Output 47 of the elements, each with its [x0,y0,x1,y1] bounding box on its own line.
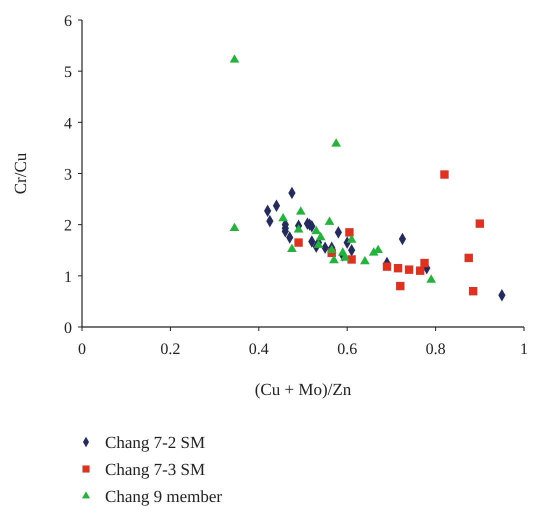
point [346,234,356,243]
legend-label: Chang 7-2 SM [105,433,206,452]
y-axis-title: Cr/Cu [11,152,30,194]
y-tick-label: 1 [64,268,72,286]
point [230,54,240,63]
point [311,226,322,234]
point [404,266,414,274]
point [360,256,370,264]
x-axis-title: (Cu + Mo)/Zn [254,380,352,399]
point [347,255,356,264]
point [296,206,306,215]
point [324,216,334,225]
y-tick-label: 6 [64,13,72,30]
x-tick-label: 0.8 [426,341,446,358]
point [394,264,402,272]
y-tick-label: 2 [64,218,72,235]
legend-label: Chang 7-3 SM [105,460,206,479]
point [464,254,473,262]
point [426,274,436,283]
point [294,224,304,233]
point [294,238,303,247]
point [316,232,326,240]
point [345,228,354,237]
point [287,244,297,252]
x-tick-label: 1 [520,341,528,358]
point [382,262,392,271]
y-tick-label: 5 [64,64,72,82]
x-tick-label: 0 [78,341,86,358]
x-tick-label: 0.4 [248,341,269,358]
x-tick-label: 0.6 [337,341,358,358]
y-tick-label: 3 [64,166,72,184]
legend-label: Chang 9 member [105,487,222,506]
point [468,287,478,296]
point [314,240,324,248]
point [396,282,404,290]
point [476,219,484,228]
point [331,138,341,147]
point [230,222,240,232]
y-tick-label: 4 [64,115,72,132]
y-tick-label: 0 [64,320,72,337]
point [440,170,449,179]
x-tick-label: 0.2 [160,341,180,358]
point [420,258,429,268]
point [326,244,337,254]
point [329,254,339,264]
point [416,266,424,275]
point [278,212,288,222]
